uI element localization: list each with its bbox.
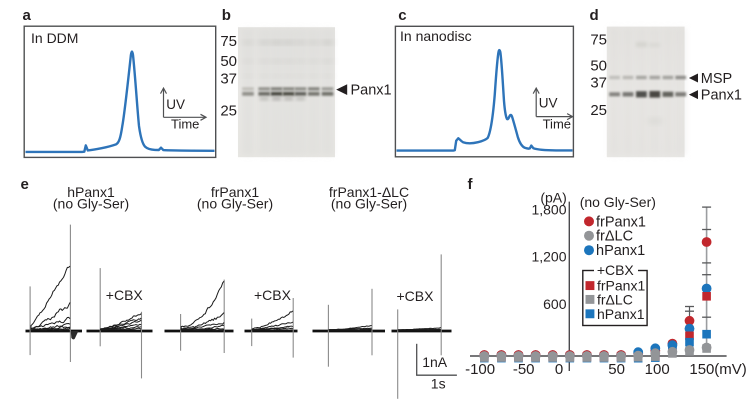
svg-text:0: 0 bbox=[555, 361, 563, 378]
svg-text:b: b bbox=[222, 7, 231, 24]
svg-text:(no Gly-Ser): (no Gly-Ser) bbox=[53, 196, 129, 212]
svg-text:1nA: 1nA bbox=[422, 354, 448, 370]
svg-text:+CBX: +CBX bbox=[397, 288, 435, 304]
svg-text:(no Gly-Ser): (no Gly-Ser) bbox=[331, 196, 407, 212]
svg-text:c: c bbox=[398, 7, 406, 24]
svg-text:Time: Time bbox=[171, 117, 199, 132]
svg-text:frPanx1: frPanx1 bbox=[596, 214, 646, 230]
svg-text:e: e bbox=[21, 176, 29, 193]
svg-text:600: 600 bbox=[543, 296, 567, 312]
svg-text:100: 100 bbox=[645, 361, 670, 378]
svg-text:frΔLC: frΔLC bbox=[596, 229, 633, 245]
svg-text:75: 75 bbox=[590, 32, 607, 49]
svg-text:Panx1: Panx1 bbox=[701, 88, 742, 104]
svg-text:37: 37 bbox=[590, 74, 607, 91]
svg-text:1,800: 1,800 bbox=[531, 201, 566, 217]
svg-text:(mV): (mV) bbox=[714, 361, 747, 378]
svg-text:37: 37 bbox=[220, 71, 237, 88]
svg-text:d: d bbox=[590, 7, 599, 24]
svg-text:-50: -50 bbox=[513, 361, 535, 378]
svg-text:1s: 1s bbox=[431, 376, 446, 392]
svg-text:+CBX: +CBX bbox=[254, 287, 292, 303]
svg-text:50: 50 bbox=[590, 58, 607, 75]
svg-text:25: 25 bbox=[590, 102, 607, 119]
svg-text:-100: -100 bbox=[465, 361, 495, 378]
svg-text:(no Gly-Ser): (no Gly-Ser) bbox=[197, 196, 273, 212]
svg-text:In nanodisc: In nanodisc bbox=[400, 28, 472, 44]
svg-text:Panx1: Panx1 bbox=[351, 83, 392, 99]
svg-text:frΔLC: frΔLC bbox=[597, 291, 633, 307]
svg-text:In DDM: In DDM bbox=[31, 30, 78, 46]
svg-text:Time: Time bbox=[543, 117, 571, 132]
svg-text:(pA): (pA) bbox=[540, 189, 566, 205]
svg-text:+CBX: +CBX bbox=[597, 262, 635, 278]
svg-text:UV: UV bbox=[539, 96, 558, 111]
svg-text:(no Gly-Ser): (no Gly-Ser) bbox=[580, 194, 656, 210]
svg-text:frPanx1-ΔLC: frPanx1-ΔLC bbox=[329, 184, 409, 200]
svg-text:UV: UV bbox=[166, 97, 185, 112]
svg-text:150: 150 bbox=[689, 361, 714, 378]
svg-text:frPanx1: frPanx1 bbox=[597, 278, 645, 294]
svg-text:50: 50 bbox=[220, 53, 237, 70]
svg-text:1,200: 1,200 bbox=[531, 249, 566, 265]
svg-text:hPanx1: hPanx1 bbox=[597, 306, 645, 322]
svg-text:a: a bbox=[23, 7, 32, 24]
svg-text:+CBX: +CBX bbox=[106, 287, 144, 303]
svg-text:hPanx1: hPanx1 bbox=[67, 184, 115, 200]
svg-text:MSP: MSP bbox=[701, 71, 732, 87]
svg-text:frPanx1: frPanx1 bbox=[211, 184, 259, 200]
svg-text:75: 75 bbox=[220, 33, 237, 50]
svg-text:f: f bbox=[468, 176, 474, 193]
svg-text:50: 50 bbox=[608, 361, 625, 378]
svg-text:hPanx1: hPanx1 bbox=[596, 243, 645, 259]
svg-text:25: 25 bbox=[220, 103, 237, 120]
